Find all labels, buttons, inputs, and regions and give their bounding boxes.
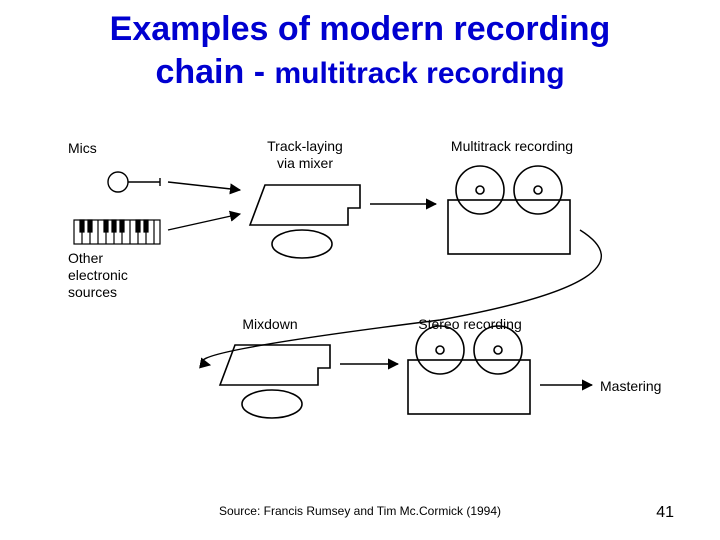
title-line1: Examples of modern recording: [110, 10, 611, 48]
mic-icon: [108, 172, 160, 192]
arrow-mics-mixer: [168, 182, 240, 190]
title-dash: -: [244, 53, 274, 91]
label-stereo: Stereo recording: [400, 316, 540, 333]
tape1-icon: [448, 166, 570, 254]
slide-title: Examples of modern recording chain - mul…: [0, 8, 720, 93]
arrow-tape1-mixer2: [202, 230, 601, 365]
tape2-icon: [408, 326, 530, 414]
label-tracklaying: Track-laying via mixer: [250, 138, 360, 172]
label-mixdown: Mixdown: [230, 316, 310, 333]
signal-chain-diagram: Mics Other electronic sources Track-layi…: [40, 130, 680, 460]
label-other-sources: Other electronic sources: [68, 250, 148, 300]
mixer1-icon: [250, 185, 360, 258]
keyboard-icon: [74, 220, 160, 244]
source-citation: Source: Francis Rumsey and Tim Mc.Cormic…: [0, 504, 720, 518]
label-mastering: Mastering: [600, 378, 680, 395]
arrow-kbd-mixer: [168, 214, 240, 230]
page-number: 41: [656, 504, 674, 522]
label-mics: Mics: [68, 140, 97, 157]
title-sub: multitrack recording: [274, 57, 564, 90]
title-chain: chain: [155, 53, 244, 91]
label-multitrack: Multitrack recording: [432, 138, 592, 155]
mixer2-icon: [220, 345, 330, 418]
